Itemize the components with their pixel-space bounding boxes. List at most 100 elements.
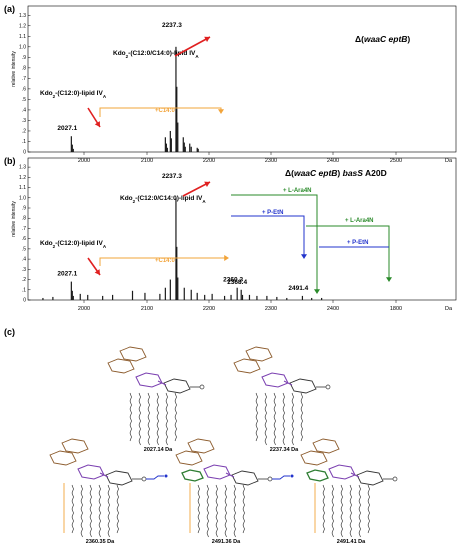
green-arrow-head	[314, 289, 320, 294]
y-tick-label: 1.1	[19, 185, 26, 191]
y-tick-label: .8	[22, 65, 26, 71]
kdo-ring-icon	[119, 346, 147, 362]
x-tick-label: 2100	[141, 306, 153, 312]
acyl-chain	[331, 484, 334, 538]
red-arrow-head	[204, 181, 210, 187]
acyl-chain	[282, 392, 285, 446]
panel-a-annotations: Kdo2-(C12:0)-lipid IVA Kdo2-(C12:0/C14:0…	[40, 36, 224, 128]
y-axis-label: relative intensity	[11, 51, 17, 87]
glycosidic-bond	[99, 472, 109, 478]
glycosidic-bond	[350, 472, 360, 478]
annotation-kdo2-c12-c14-lipid-iva: Kdo2-(C12:0/C14:0)-lipid IVA	[113, 50, 199, 59]
red-arrow-head	[204, 36, 210, 43]
green-arrow-head-2	[386, 277, 392, 282]
panel-b: (b) Δ(waaC eptB) basS A20D 0 .1 .2 .3 .4 .5 .6…	[4, 156, 457, 312]
orange-arrow-head	[224, 255, 229, 261]
y-tick-label: .7	[22, 76, 26, 82]
acyl-chain	[367, 484, 370, 534]
peak-label: 2360.3	[223, 277, 243, 284]
red-arrow-head	[94, 121, 100, 127]
y-tick-label: .4	[22, 257, 26, 263]
panel-a-peak-labels: 2027.1 2237.3	[57, 22, 182, 132]
glcn-ring-icon	[231, 470, 259, 486]
peak-label: 2027.1	[57, 125, 77, 132]
kdo-ring-icon	[300, 450, 328, 466]
glycosidic-bond	[225, 472, 235, 478]
structure-mass-label: 2360.35 Da	[86, 539, 115, 545]
phosphate-icon	[141, 476, 147, 482]
petn-chain	[272, 475, 290, 480]
glcn-ring-icon	[328, 464, 356, 480]
x-tick-label: 2400	[327, 158, 339, 164]
x-axis-label: Da	[445, 306, 453, 312]
y-tick-label: 1.2	[19, 175, 26, 181]
lipid-structure: 2360.35 Da	[49, 438, 168, 545]
annotation-plus-c14: +C14:0	[155, 108, 176, 114]
panel-a: (a) Δ(waaC eptB) 0 .1 .2 .3 .4 .5 .6 .7 .8 .9 1.0 1…	[4, 4, 457, 164]
acyl-chain	[107, 484, 110, 538]
phosphate-icon	[392, 476, 398, 482]
acyl-chain	[215, 484, 218, 538]
x-tick-label: 1800	[390, 306, 402, 312]
acyl-chain	[147, 392, 150, 446]
annotation-plus-petn-1: + P-EtN	[262, 210, 284, 216]
x-tick-label: 2200	[203, 306, 215, 312]
acyl-chain	[71, 484, 74, 534]
acyl-chain	[206, 484, 209, 538]
y-tick-label: 1.0	[19, 195, 26, 201]
x-axis-label: Da	[445, 158, 453, 164]
acyl-chain	[129, 392, 132, 442]
panel-a-peaks	[70, 46, 199, 152]
red-arrow-head	[94, 269, 100, 275]
acyl-chain	[138, 392, 141, 446]
y-tick-label: .8	[22, 216, 26, 222]
petn-chain	[146, 475, 164, 480]
lipid-structure: 2491.36 Da	[175, 438, 294, 545]
ara4n-ring-icon	[306, 469, 329, 482]
acyl-chain	[224, 484, 227, 538]
peak-label: 2027.1	[57, 271, 77, 278]
orange-connector	[99, 257, 228, 266]
y-tick-label: .4	[22, 107, 26, 113]
panel-b-title: Δ(waaC eptB) basS A20D	[285, 168, 387, 178]
glycosidic-bond	[157, 380, 167, 386]
annotation-kdo2-c12-lipid-iva: Kdo2-(C12:0)-lipid IVA	[40, 240, 107, 249]
petn-end-icon	[290, 474, 294, 478]
glcn-ring-icon	[163, 378, 191, 394]
acyl-chain	[156, 392, 159, 446]
ara4n-ring-icon	[181, 469, 204, 482]
y-tick-label: 1.1	[19, 34, 26, 40]
kdo-ring-icon	[175, 450, 203, 466]
x-tick-label: 2400	[327, 306, 339, 312]
y-tick-label: 1.3	[19, 165, 26, 171]
acyl-chain	[98, 484, 101, 538]
y-tick-label: .5	[22, 246, 26, 252]
petn-end-icon	[164, 474, 168, 478]
x-tick-label: 2000	[78, 158, 90, 164]
acyl-chain	[322, 484, 325, 534]
glcn-ring-icon	[135, 372, 163, 388]
y-tick-label: .1	[22, 139, 26, 145]
lipid-structure: 2491.41 Da	[300, 438, 398, 545]
y-tick-label: .9	[22, 206, 26, 212]
x-tick-label: 2200	[203, 158, 215, 164]
x-tick-label: 2300	[265, 306, 277, 312]
acyl-chain	[300, 392, 303, 442]
structure-mass-label: 2237.34 Da	[270, 447, 299, 453]
y-tick-label: 1.0	[19, 44, 26, 50]
annotation-plus-c14: +C14:0	[155, 258, 176, 264]
phosphate-icon	[325, 384, 331, 390]
lipid-structure: 2237.34 Da	[233, 346, 331, 453]
panel-b-axes: 0 .1 .2 .3 .4 .5 .6 .7 .8 .9 1.0 1.1 1.2 1.3 relative …	[11, 157, 457, 312]
peak-label: 2237.3	[162, 22, 182, 29]
red-arrow	[182, 181, 211, 197]
acyl-chain	[116, 484, 119, 534]
y-tick-label: .3	[22, 118, 26, 124]
phosphate-icon	[267, 476, 273, 482]
acyl-chain	[349, 484, 352, 538]
y-tick-label: .9	[22, 55, 26, 61]
glcn-ring-icon	[356, 470, 384, 486]
structure-mass-label: 2491.41 Da	[337, 539, 366, 545]
kdo-ring-icon	[107, 358, 135, 374]
x-tick-label: 2300	[265, 158, 277, 164]
